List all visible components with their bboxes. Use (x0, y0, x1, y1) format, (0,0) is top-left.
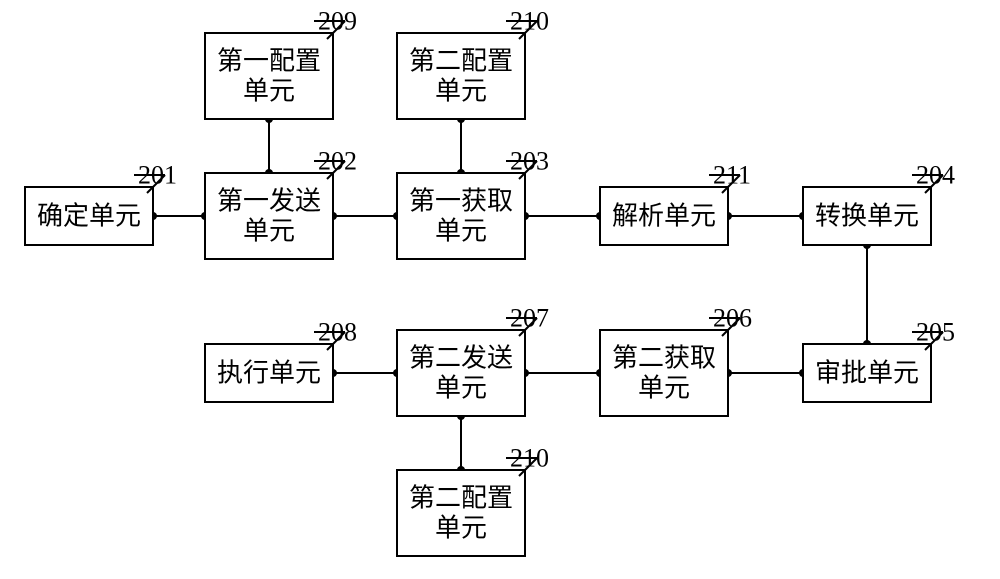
node-label: 第一发送 (217, 187, 321, 216)
ref-number: 210 (510, 7, 549, 36)
node-label: 第二配置 (409, 47, 513, 76)
node-n205: 审批单元 205 (803, 318, 955, 403)
node-label: 第二配置 (409, 484, 513, 513)
node-n206: 第二获取单元 206 (600, 304, 752, 417)
ref-number: 206 (713, 304, 752, 333)
ref-number: 202 (318, 147, 357, 176)
ref-number: 204 (916, 161, 955, 190)
node-label: 单元 (435, 374, 487, 403)
node-label: 第二发送 (409, 344, 513, 373)
node-label: 确定单元 (37, 202, 141, 231)
node-n211: 解析单元 211 (600, 161, 751, 246)
node-label: 第一获取 (409, 187, 513, 216)
node-label: 第一配置 (217, 47, 321, 76)
node-n202: 第一发送单元 202 (205, 147, 357, 260)
node-n210a: 第二配置单元 210 (397, 7, 549, 120)
node-n204: 转换单元 204 (803, 161, 955, 246)
node-label: 审批单元 (815, 359, 919, 388)
node-n209: 第一配置单元 209 (205, 7, 357, 120)
ref-number: 208 (318, 318, 357, 347)
node-n207: 第二发送单元 207 (397, 304, 549, 417)
node-n203: 第一获取单元 203 (397, 147, 549, 260)
ref-number: 207 (510, 304, 549, 333)
node-label: 单元 (243, 77, 295, 106)
node-label: 第二获取 (612, 344, 716, 373)
ref-number: 205 (916, 318, 955, 347)
node-label: 解析单元 (612, 202, 716, 231)
ref-number: 203 (510, 147, 549, 176)
ref-number: 201 (138, 161, 177, 190)
ref-number: 210 (510, 444, 549, 473)
node-label: 单元 (638, 374, 690, 403)
node-label: 单元 (435, 217, 487, 246)
node-label: 转换单元 (815, 202, 919, 231)
block-diagram: 确定单元201第一发送单元202第一获取单元203解析单元211转换单元204第… (0, 0, 1000, 579)
node-n201: 确定单元 201 (25, 161, 177, 246)
node-n208: 执行单元 208 (205, 318, 357, 403)
node-label: 执行单元 (217, 359, 321, 388)
node-label: 单元 (435, 514, 487, 543)
node-label: 单元 (243, 217, 295, 246)
ref-number: 209 (318, 7, 357, 36)
node-n210b: 第二配置单元 210 (397, 444, 549, 557)
ref-number: 211 (713, 161, 751, 190)
node-label: 单元 (435, 77, 487, 106)
